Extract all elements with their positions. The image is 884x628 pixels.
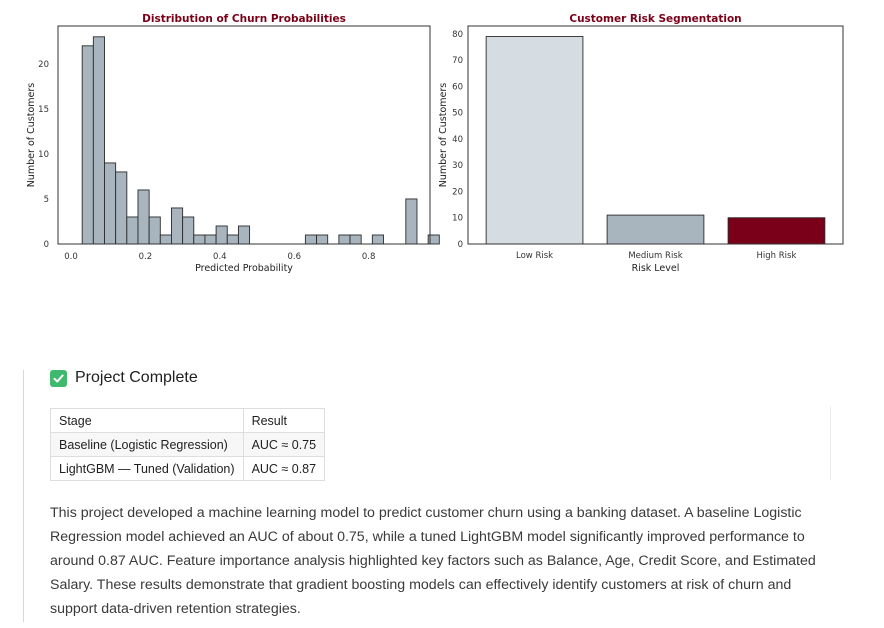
x-tick-label: 0.4	[213, 252, 227, 262]
y-tick-label: 80	[452, 30, 463, 40]
x-tick-label: 0.6	[287, 252, 301, 262]
table-cell-result: AUC ≈ 0.75	[242, 432, 326, 457]
output-divider	[23, 370, 24, 622]
histogram-bar	[92, 36, 105, 245]
table-cell-stage: LightGBM — Tuned (Validation)	[50, 456, 244, 481]
x-tick-label: Low Risk	[516, 251, 553, 261]
histogram-bar	[427, 234, 440, 245]
histogram-bar	[204, 234, 217, 245]
histogram-bar	[316, 234, 329, 245]
chart-title: Distribution of Churn Probabilities	[142, 13, 346, 25]
risk-bar	[606, 214, 705, 245]
x-axis-label: Predicted Probability	[195, 263, 293, 274]
results-table: Stage Result Baseline (Logistic Regressi…	[50, 408, 326, 481]
risk-bar	[727, 217, 826, 245]
y-tick-label: 5	[44, 195, 49, 205]
histogram-bar	[226, 234, 239, 245]
summary-paragraph: This project developed a machine learnin…	[50, 505, 816, 617]
y-tick-label: 10	[452, 214, 463, 224]
x-tick-label: 0.0	[64, 252, 78, 262]
table-header-result: Result	[242, 408, 326, 433]
y-tick-label: 0	[44, 240, 49, 250]
histogram-bar	[349, 234, 362, 245]
histogram-bar	[126, 216, 139, 245]
histogram-bar	[193, 234, 206, 245]
chart-title: Customer Risk Segmentation	[569, 13, 741, 25]
histogram-bar	[182, 216, 195, 245]
y-tick-label: 70	[452, 56, 463, 66]
histogram-bar	[148, 216, 161, 245]
y-tick-label: 40	[452, 135, 463, 145]
histogram-bar	[159, 234, 172, 245]
histogram-bar	[171, 207, 184, 245]
table-row: LightGBM — Tuned (Validation) AUC ≈ 0.87	[50, 456, 326, 481]
y-tick-label: 20	[452, 187, 463, 197]
plot-frame	[57, 25, 431, 245]
x-tick-label: High Risk	[757, 251, 797, 261]
table-header-stage: Stage	[50, 408, 244, 433]
table-cell-stage: Baseline (Logistic Regression)	[50, 432, 244, 457]
histogram-bar	[137, 189, 150, 245]
histogram-bar	[371, 234, 384, 245]
output-heading-text: Project Complete	[75, 369, 198, 386]
histogram-bar	[104, 162, 117, 245]
y-tick-label: 15	[38, 105, 49, 115]
plot-frame	[467, 25, 844, 245]
check-mark-icon	[50, 369, 67, 387]
histogram-bar	[405, 198, 418, 245]
y-tick-label: 30	[452, 161, 463, 171]
histogram-bar	[304, 234, 317, 245]
histogram-bar	[215, 225, 228, 245]
y-tick-label: 10	[38, 150, 49, 160]
x-axis-label: Risk Level	[632, 263, 680, 274]
x-tick-label: Medium Risk	[628, 251, 682, 261]
table-cell-result: AUC ≈ 0.87	[242, 456, 326, 481]
risk-bar	[485, 36, 584, 245]
x-tick-label: 0.8	[362, 252, 376, 262]
y-axis-label: Number of Customers	[26, 83, 37, 188]
y-tick-label: 0	[458, 240, 463, 250]
y-axis-label: Number of Customers	[438, 83, 449, 188]
table-row: Baseline (Logistic Regression) AUC ≈ 0.7…	[50, 432, 326, 457]
output-heading: Project Complete	[50, 369, 198, 387]
y-tick-label: 60	[452, 82, 463, 92]
table-header-row: Stage Result	[50, 408, 326, 433]
churn-probability-histogram: Distribution of Churn Probabilities 0 5 10 1…	[26, 13, 844, 274]
y-tick-label: 20	[38, 60, 49, 70]
y-tick-label: 50	[452, 109, 463, 119]
histogram-bar	[338, 234, 351, 245]
histogram-bar	[237, 225, 251, 245]
x-tick-label: 0.2	[139, 252, 153, 262]
table-scroll-edge	[830, 406, 831, 480]
histogram-bar	[81, 45, 94, 245]
histogram-bar	[115, 171, 128, 245]
